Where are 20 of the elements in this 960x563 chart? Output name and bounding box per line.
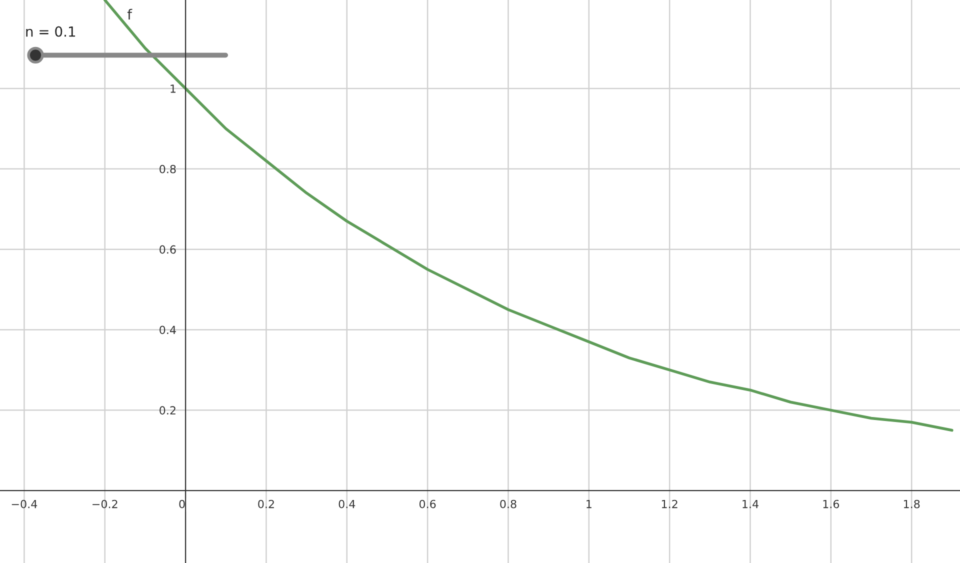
x-tick-label: 1.8 — [904, 500, 920, 508]
y-tick-label: 0.6 — [160, 245, 176, 254]
x-tick-label: 1 — [586, 500, 592, 508]
x-tick-label: 0.2 — [258, 500, 274, 508]
y-tick-label: 0.2 — [160, 406, 176, 415]
x-tick-label: 0 — [179, 500, 185, 508]
x-tick-label: 0.6 — [419, 500, 436, 508]
x-tick-label: 0.4 — [338, 500, 356, 508]
annotation: n = 0.1 — [26, 26, 76, 37]
x-tick-label: 0.8 — [500, 500, 516, 508]
y-tick-label: 1 — [170, 84, 176, 93]
x-tick-label: −0.2 — [92, 500, 118, 508]
series-label: f — [127, 8, 132, 20]
x-tick-label: 1.2 — [662, 500, 678, 508]
x-tick-label: 1.4 — [742, 500, 758, 508]
x-tick-label: −0.4 — [12, 500, 38, 508]
x-tick-label: 1.6 — [823, 500, 840, 508]
line-series — [103, 0, 954, 432]
y-tick-label: 0.4 — [160, 326, 176, 334]
y-tick-label: 0.8 — [160, 164, 176, 174]
